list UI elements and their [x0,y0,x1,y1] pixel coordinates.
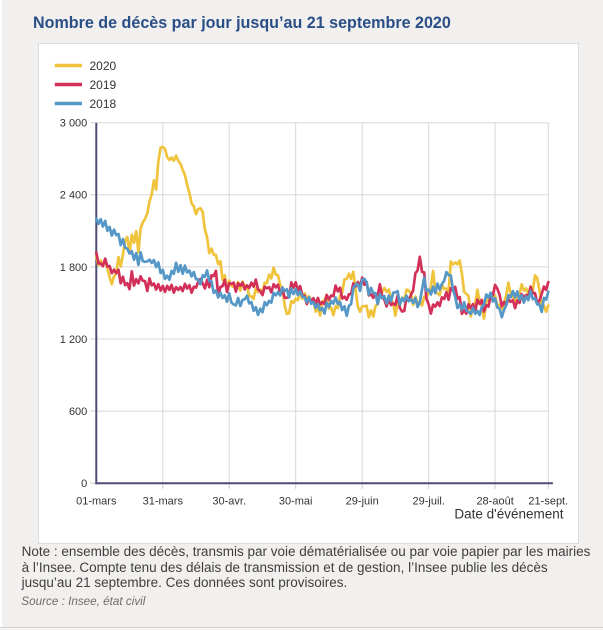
svg-text:29-juin: 29-juin [346,495,379,507]
svg-text:28-août: 28-août [476,495,513,507]
svg-text:Date d'événement: Date d'événement [454,507,563,522]
svg-text:30-avr.: 30-avr. [212,495,246,507]
svg-text:01-mars: 01-mars [76,495,117,507]
svg-text:29-juil.: 29-juil. [412,495,444,507]
svg-text:1 800: 1 800 [60,262,88,274]
svg-text:3 000: 3 000 [60,118,88,130]
svg-text:2018: 2018 [90,97,117,111]
svg-text:21-sept.: 21-sept. [528,495,568,507]
svg-text:2020: 2020 [90,59,117,73]
svg-text:600: 600 [69,406,87,418]
svg-text:0: 0 [81,478,87,490]
svg-text:30-mai: 30-mai [279,495,313,507]
svg-text:2 400: 2 400 [60,190,88,202]
svg-text:2019: 2019 [90,78,117,92]
svg-text:31-mars: 31-mars [143,495,184,507]
svg-text:1 200: 1 200 [60,334,88,346]
